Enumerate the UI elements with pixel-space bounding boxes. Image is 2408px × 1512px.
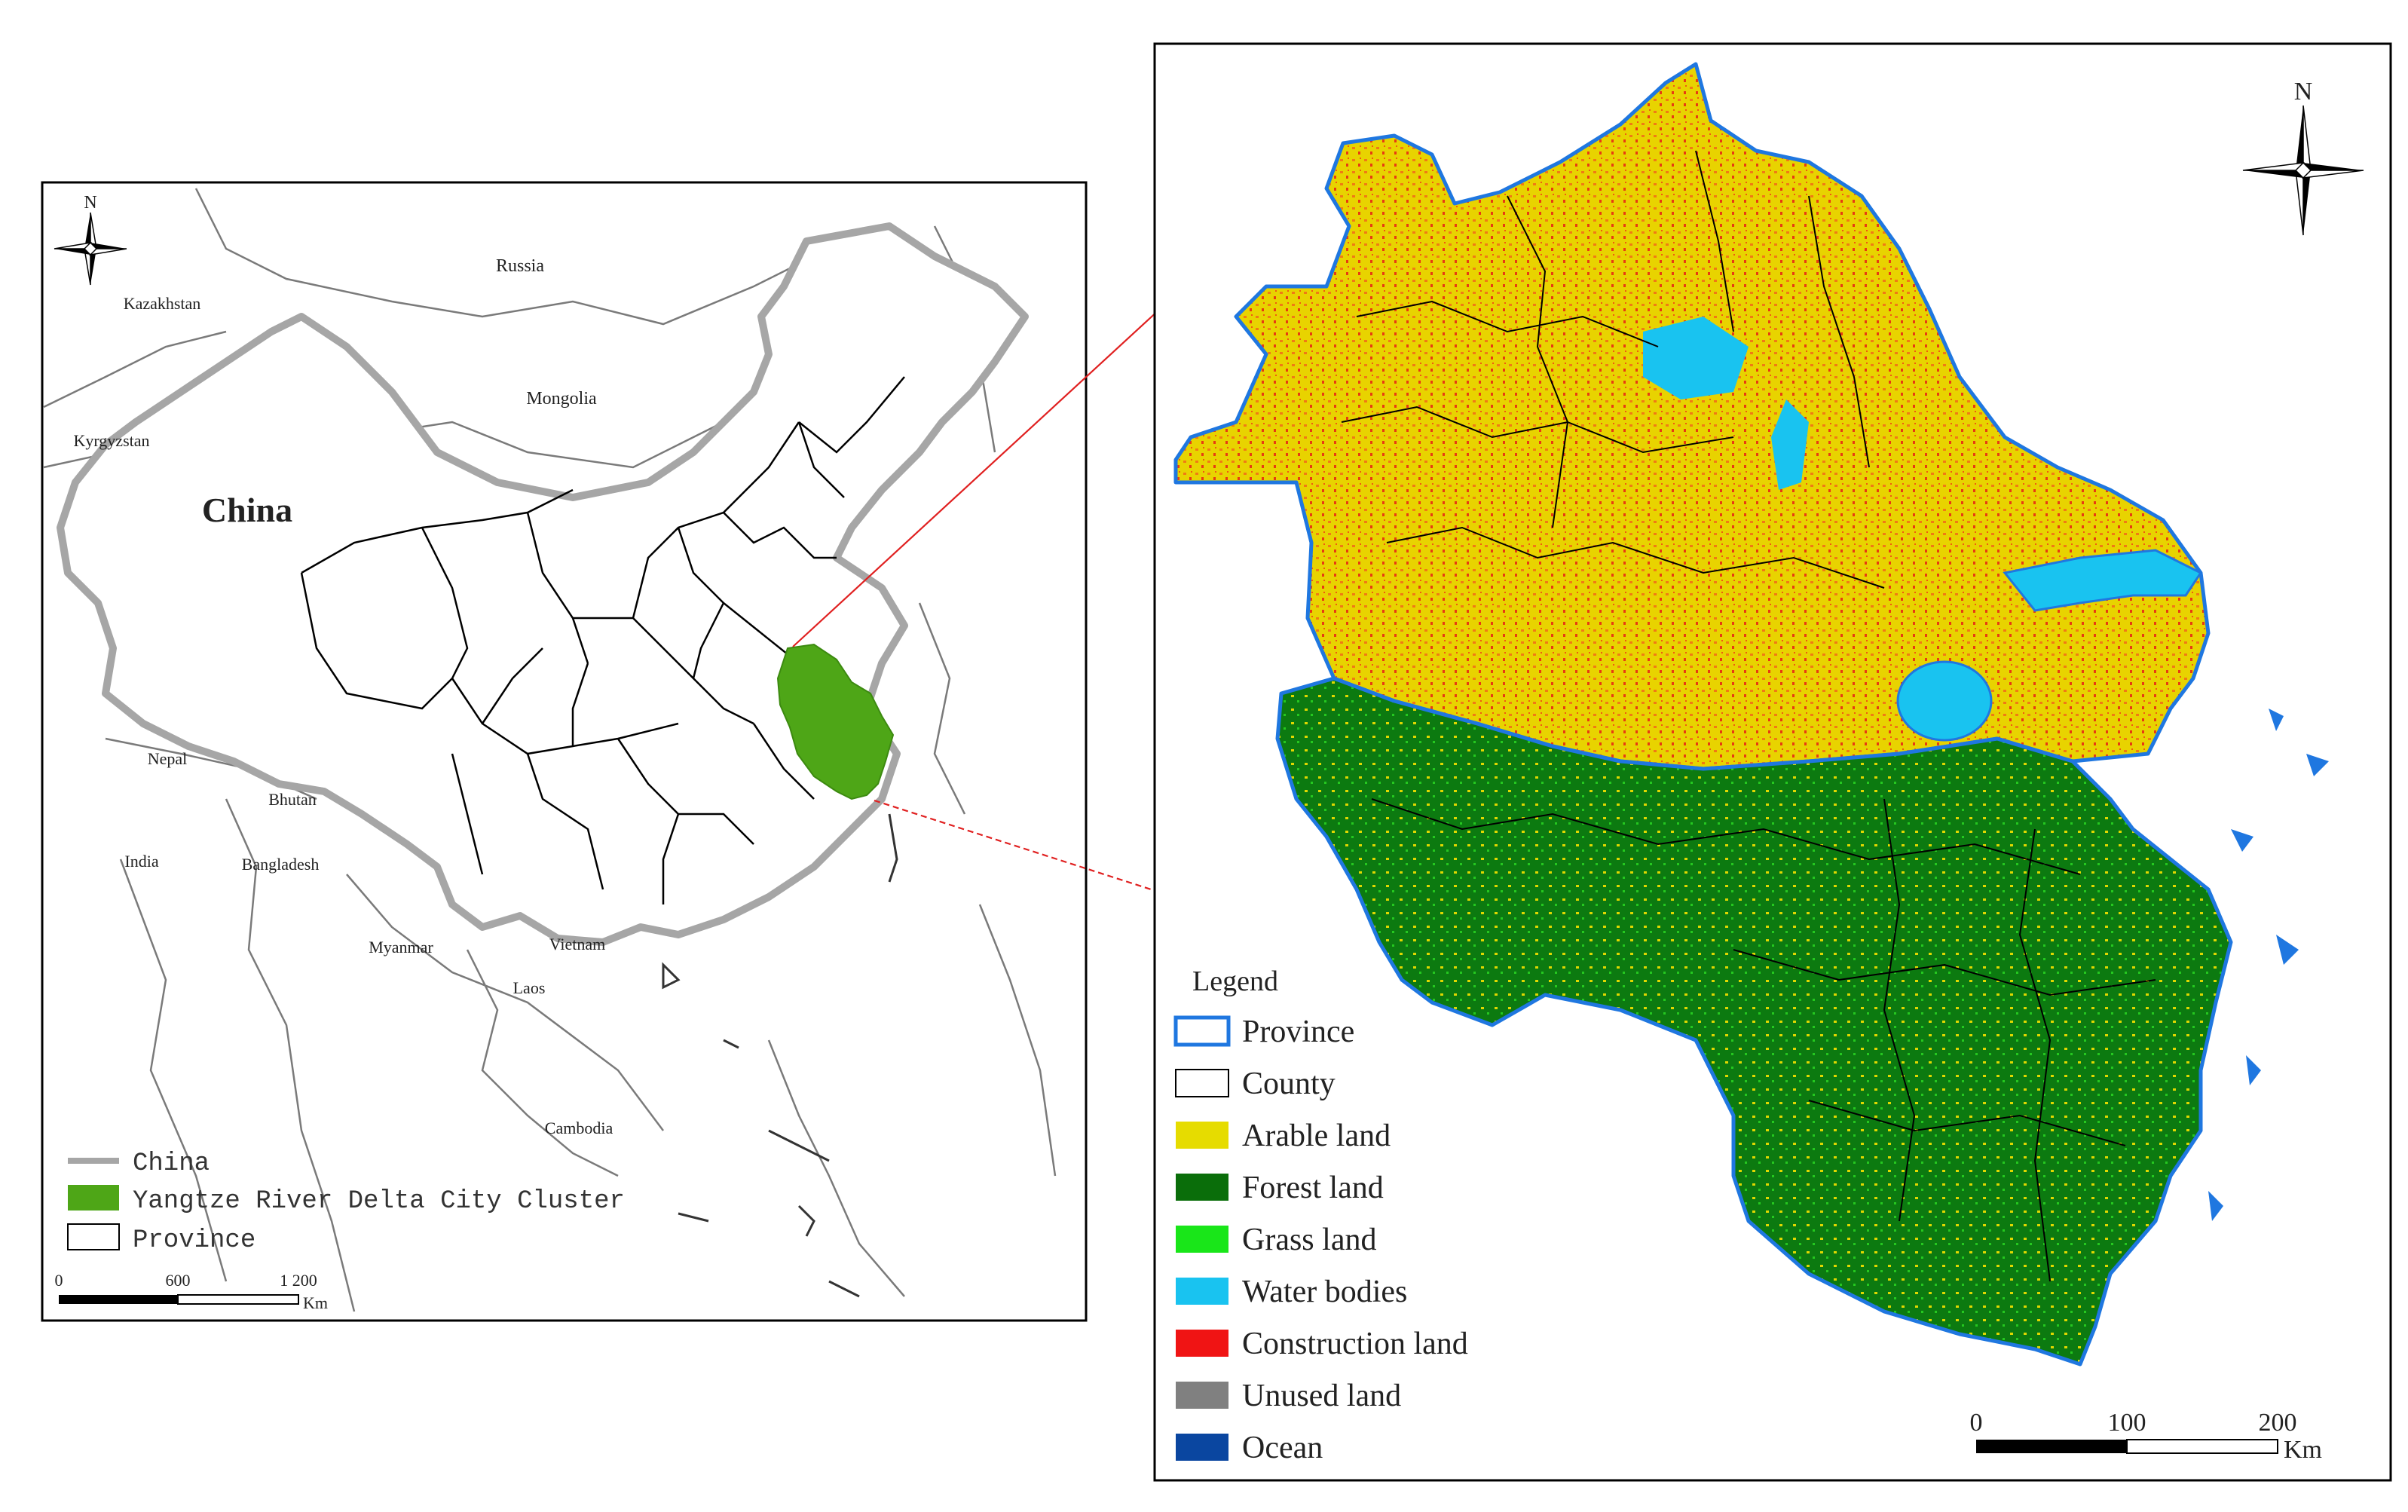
scale-tick-2: 1 200 [280,1271,317,1290]
legend-yrd-label: Yangtze River Delta City Cluster [133,1187,625,1216]
north-label: N [2294,78,2313,106]
label-russia: Russia [496,256,544,276]
label-vietnam: Vietnam [549,935,605,953]
detail-scale-bar: 0 100 200 Km [1970,1409,2323,1464]
scale-tick-2: 200 [2259,1409,2297,1437]
legend-swatch-province [1173,1015,1231,1047]
legend-label-unused-land: Unused land [1242,1379,1401,1413]
legend-swatch-forest-land [1176,1174,1228,1201]
label-kazakhstan: Kazakhstan [124,294,201,313]
legend-province-label: Province [133,1226,255,1255]
label-india: India [124,852,158,871]
province-boundaries [300,376,905,904]
label-mongolia: Mongolia [526,389,597,409]
legend-label-grass-land: Grass land [1242,1223,1376,1257]
detail-legend: Legend Province County Arable land Forest l… [1173,966,1468,1465]
detail-map: N Legend Province County Arable land Forest… [1153,42,2392,1482]
legend-swatch-grass-land [1176,1226,1228,1253]
legend-label-province: Province [1242,1015,1354,1049]
label-myanmar: Myanmar [369,938,433,956]
yangtze-estuary [2003,549,2203,612]
label-bangladesh: Bangladesh [242,855,320,874]
hongze-lake [1643,317,1749,399]
label-bhutan: Bhutan [268,790,317,809]
legend-province-symbol [67,1223,120,1250]
legend-swatch-county [1175,1069,1229,1097]
label-nepal: Nepal [148,749,188,768]
scale-tick-0: 0 [55,1271,63,1290]
label-kyrgyzstan: Kyrgyzstan [73,431,149,450]
label-laos: Laos [513,978,546,997]
region-arable [1173,62,2211,771]
legend-swatch-water-bodies [1176,1278,1228,1305]
legend-title: Legend [1192,966,1278,997]
legend-label-ocean: Ocean [1242,1431,1323,1465]
scale-unit: Km [303,1293,328,1312]
legend-label-arable-land: Arable land [1242,1119,1391,1153]
scale-tick-1: 600 [166,1271,191,1290]
north-arrow-icon: N [2242,78,2364,236]
legend-swatch-ocean [1176,1434,1228,1461]
taihu-lake [1896,660,1993,742]
overview-legend: China Yangtze River Delta City Cluster P… [67,1149,625,1255]
legend-yrd-symbol [68,1185,119,1211]
legend-label-construction-land: Construction land [1242,1327,1468,1361]
scale-tick-0: 0 [1970,1409,1983,1437]
label-cambodia: Cambodia [545,1119,613,1137]
legend-swatch-unused-land [1176,1382,1228,1409]
north-arrow-icon: N [54,193,127,286]
overview-map: N Russia Kazakhstan Mongolia Kyrgyzstan … [41,181,1088,1322]
county-boundaries [1341,150,2156,1282]
islands [662,813,898,1298]
yangtze-river-delta-region [776,643,895,800]
label-china: China [202,491,292,529]
scale-unit: Km [2284,1436,2322,1464]
legend-swatch-arable-land [1176,1122,1228,1149]
legend-label-county: County [1242,1067,1336,1101]
legend-label-water-bodies: Water bodies [1242,1275,1407,1309]
legend-china-label: China [133,1149,210,1178]
gaoyou-lake [1771,399,1809,490]
overview-scale-bar: 0 600 1 200 Km [55,1271,329,1312]
china-outline [57,222,1029,946]
legend-swatch-construction-land [1176,1330,1228,1357]
scale-tick-1: 100 [2108,1409,2146,1437]
north-label: N [84,193,96,213]
coastal-islands [2208,709,2329,1221]
legend-label-forest-land: Forest land [1242,1171,1384,1205]
